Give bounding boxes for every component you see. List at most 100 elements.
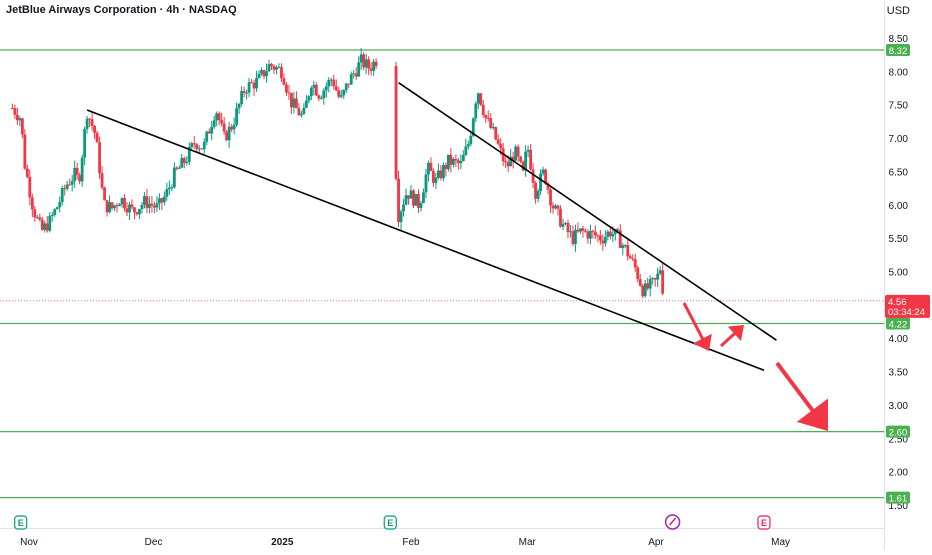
candle [516,144,520,162]
candle-body [651,278,655,280]
candle [354,67,358,80]
candle-body [536,191,540,199]
y-tick-label: 8.50 [889,34,909,45]
candle [359,48,363,70]
candle [202,138,206,154]
candle-body [586,231,590,239]
candle [105,200,109,217]
candle-body [419,203,423,208]
candle-body [623,245,627,247]
candle-body [531,169,535,183]
candle-body [95,132,99,143]
candle [643,279,647,298]
candle [412,189,415,208]
candle-body [272,66,276,70]
candle [285,82,288,96]
candle [661,263,665,296]
candle-body [461,155,465,162]
candle-body [347,83,351,85]
candle [461,150,465,162]
candle-body [70,181,74,185]
candle-body [177,167,181,169]
candle-body [78,175,82,182]
currency-label: USD [886,5,910,17]
candle-body [337,90,341,97]
candle-body [28,176,32,198]
candle-body [529,149,532,170]
candle-body [55,207,59,210]
candle-body [150,203,154,206]
candle [524,145,528,177]
candle [128,201,131,220]
y-tick-label: 1.50 [889,501,909,512]
candle [491,122,495,131]
candle [352,69,356,79]
candle [397,170,400,228]
earnings-event-icon [14,515,28,530]
candle-body [120,198,124,205]
candle-body [511,156,515,161]
candle-body [329,79,333,81]
y-tick-label: 2.00 [889,468,909,479]
candle-body [138,208,141,215]
candle [148,196,151,214]
candle-body [648,279,652,289]
candle [319,95,323,100]
candle-body [551,205,555,209]
candle-body [499,143,503,149]
candle-body [148,203,151,208]
candle [70,174,74,192]
candle [496,134,500,146]
candle-body [317,95,321,99]
candle [265,63,268,83]
candle-body [217,113,221,121]
candle-body [546,183,550,190]
candle [531,162,535,189]
candle-body [407,195,410,199]
candle-body [60,188,64,203]
candle [337,86,341,99]
candle [456,158,460,170]
candle [469,133,473,147]
candle [603,230,607,247]
candle [521,160,525,172]
candle-body [302,107,306,114]
candle [272,64,276,74]
candle-body [554,205,557,209]
level-tag [886,317,910,330]
candle [113,204,116,212]
candle [367,56,371,75]
candle-body [262,70,266,77]
candle [409,185,413,199]
candle [372,58,376,76]
candle-body [491,127,495,129]
candle [616,227,620,232]
candle [280,63,283,82]
candle-body [153,205,156,208]
candle [53,208,57,217]
candle [212,116,216,130]
candle [347,83,351,89]
candle-body [422,192,425,204]
candle [165,182,169,201]
candle [83,126,87,166]
candle-body [195,144,199,149]
candle-body [157,198,161,204]
candle-body [504,161,508,163]
candle [561,218,565,231]
candle-body [456,160,460,164]
candle [287,84,291,100]
candle [172,162,176,189]
projection-arrow [775,361,828,431]
x-tick-label: Feb [402,537,420,548]
candle [419,201,423,212]
earnings-event-label: E [18,518,24,528]
candle-body [135,212,139,215]
candle-body [357,62,361,77]
candle-body [85,118,89,129]
candle [541,166,545,176]
candle-body [362,54,366,68]
candle [302,103,306,116]
candle-body [50,214,54,216]
